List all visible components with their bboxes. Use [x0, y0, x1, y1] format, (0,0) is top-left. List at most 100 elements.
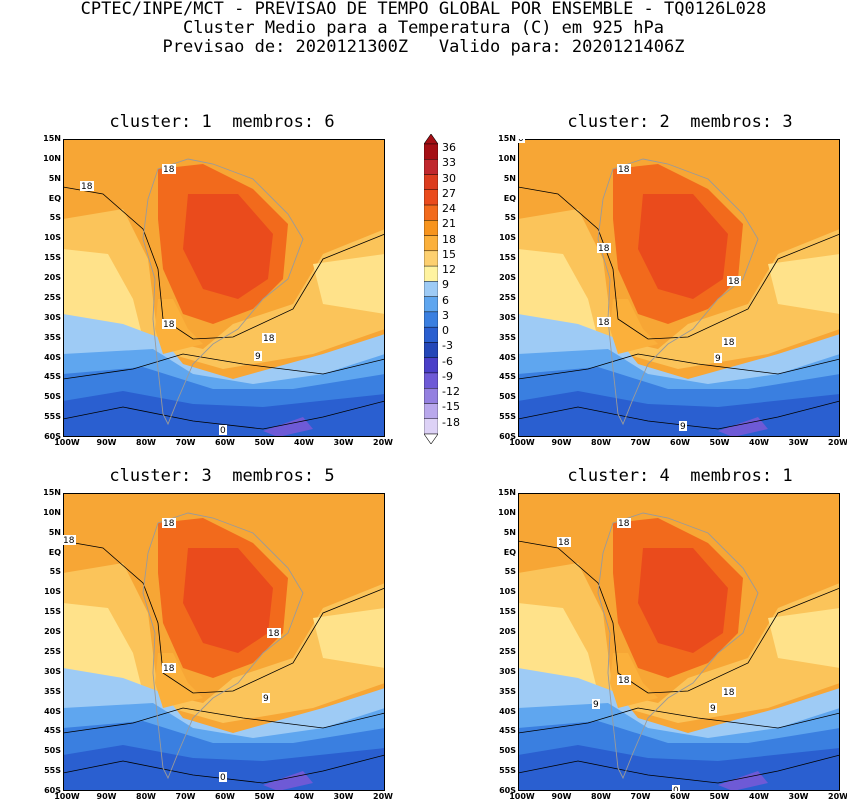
- lat-tick: 10N: [498, 507, 516, 517]
- lat-tick: 60S: [499, 786, 516, 795]
- lon-tick: 100W: [509, 792, 535, 801]
- colorbar-swatch: [424, 143, 438, 160]
- lon-tick: 80W: [591, 792, 611, 801]
- svg-text:18: 18: [728, 277, 740, 287]
- lon-tick: 40W: [749, 792, 769, 801]
- lat-tick: 25S: [44, 292, 61, 302]
- field-15-18b: [768, 608, 840, 668]
- coastline: [597, 512, 759, 780]
- lat-tick: 20S: [499, 273, 516, 283]
- lat-tick: 5N: [503, 173, 516, 183]
- lat-tick: 5N: [48, 173, 61, 183]
- colorbar-swatch: [424, 357, 438, 374]
- coastline: [142, 158, 304, 426]
- panel-title-4: cluster: 4 membros: 1: [567, 466, 793, 486]
- lon-tick: 80W: [136, 438, 156, 447]
- colorbar-label: 0: [442, 324, 449, 338]
- lat-tick: 60S: [44, 786, 61, 795]
- lon-tick: 100W: [54, 438, 80, 447]
- svg-text:9: 9: [710, 704, 716, 714]
- contour-0: [63, 400, 385, 430]
- field-minus: [263, 771, 313, 791]
- contour-label: 0: [672, 785, 680, 791]
- contour-label: 18: [162, 164, 176, 175]
- lat-tick: 50S: [44, 746, 61, 756]
- lon-tick: 90W: [96, 792, 117, 801]
- lon-tick: 40W: [294, 792, 314, 801]
- colorbar-label: 12: [442, 263, 456, 277]
- lon-tick: 30W: [788, 438, 809, 447]
- temperature-map-4: 18 18 18 18 9 9 0: [518, 493, 840, 791]
- lat-tick: 40S: [44, 352, 61, 362]
- figure-header: CPTEC/INPE/MCT - PREVISAO DE TEMPO GLOBA…: [0, 0, 847, 57]
- colorbar-swatch: [424, 418, 438, 435]
- contour-label: 18: [722, 337, 736, 348]
- lat-tick: 5S: [504, 567, 516, 577]
- lat-tick: 35S: [44, 686, 61, 696]
- lon-tick: 20W: [373, 438, 393, 447]
- field-minus: [263, 417, 313, 437]
- field-15-18b: [313, 608, 385, 668]
- svg-text:18: 18: [723, 688, 735, 698]
- lat-tick: EQ: [503, 547, 516, 557]
- lat-tick: 40S: [499, 706, 516, 716]
- lat-tick: 20S: [499, 627, 516, 637]
- colorbar-swatch: [424, 204, 438, 221]
- panel-title-1: cluster: 1 membros: 6: [109, 112, 335, 132]
- svg-text:18: 18: [618, 165, 630, 175]
- contour-label: 18: [722, 687, 736, 698]
- colorbar-swatch: [424, 296, 438, 313]
- colorbar-label: -12: [442, 385, 460, 399]
- svg-text:18: 18: [723, 338, 735, 348]
- contour-label: 18: [597, 243, 611, 254]
- contour-18: [518, 540, 840, 694]
- lat-tick: 30S: [44, 666, 61, 676]
- lon-tick: 20W: [828, 438, 847, 447]
- lat-tick: 35S: [44, 332, 61, 342]
- svg-text:18: 18: [163, 165, 175, 175]
- lat-tick: 15N: [498, 488, 516, 497]
- lat-tick: 45S: [499, 372, 516, 382]
- lat-tick: 15N: [43, 134, 61, 143]
- colorbar-label: 24: [442, 202, 456, 216]
- contour-18: [63, 540, 385, 694]
- lat-tick: 25S: [499, 646, 516, 656]
- field-18-21: [63, 563, 385, 723]
- colorbar-swatch: [424, 250, 438, 267]
- lat-tick: 45S: [44, 726, 61, 736]
- svg-text:0: 0: [220, 773, 226, 783]
- lon-tick: 50W: [709, 792, 730, 801]
- field-15-18b: [768, 254, 840, 314]
- svg-text:9: 9: [593, 700, 599, 710]
- lat-tick: 30S: [499, 312, 516, 322]
- colorbar-top-arrow: [424, 134, 438, 145]
- lat-tick: 30S: [499, 666, 516, 676]
- colorbar-label: 27: [442, 186, 456, 200]
- lat-tick: 10N: [498, 153, 516, 163]
- lon-tick: 60W: [670, 438, 690, 447]
- lat-tick: 40S: [44, 706, 61, 716]
- lat-tick: 10S: [44, 587, 61, 597]
- colorbar-label: -15: [442, 400, 460, 414]
- contour-9: [518, 353, 840, 380]
- lat-tick: 10S: [499, 587, 516, 597]
- header-dates: Previsao de: 2020121300Z Valido para: 20…: [162, 37, 685, 57]
- colorbar-label: 6: [442, 293, 449, 307]
- lat-tick: 15N: [43, 488, 61, 497]
- colorbar-swatch: [424, 388, 438, 404]
- lat-tick: 55S: [44, 766, 61, 776]
- svg-text:0: 0: [673, 786, 679, 791]
- svg-text:18: 18: [263, 334, 275, 344]
- lon-tick: 50W: [709, 438, 730, 447]
- lon-tick: 60W: [215, 438, 235, 447]
- lon-tick: 30W: [333, 438, 354, 447]
- contour-label: 18: [63, 535, 76, 546]
- colorbar-label: 18: [442, 232, 456, 246]
- colorbar-swatch: [424, 403, 438, 419]
- lat-tick: 5N: [48, 527, 61, 537]
- panel-title-3: cluster: 3 membros: 5: [109, 466, 335, 486]
- field-15-18: [518, 603, 598, 693]
- temperature-map-3: 18 18 18 18 9 0: [63, 493, 385, 791]
- lon-tick: 100W: [509, 438, 535, 447]
